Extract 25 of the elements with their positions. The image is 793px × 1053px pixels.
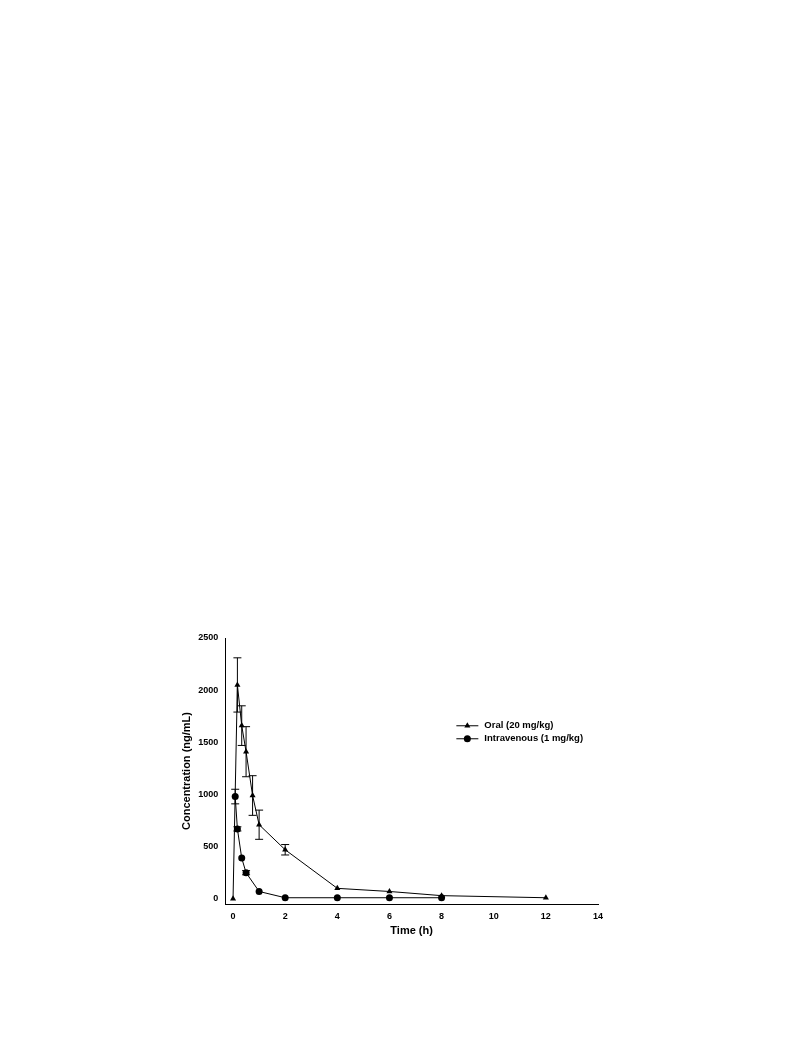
x-axis-title: Time (h) — [390, 924, 434, 937]
legend-label: Intravenous (1 mg/kg) — [484, 732, 584, 744]
legend-label: Oral (20 mg/kg) — [484, 719, 554, 731]
x-tick-label: 6 — [386, 910, 392, 921]
y-tick-label: 1000 — [198, 788, 219, 799]
point — [334, 884, 341, 891]
y-axis-title: Concentration (ng/mL) — [179, 711, 192, 830]
y-tick-label: 2000 — [198, 684, 219, 695]
point — [230, 895, 237, 901]
x-tick-label: 4 — [334, 910, 340, 921]
point — [238, 854, 246, 862]
x-tick-label: 14 — [592, 910, 604, 921]
y-tick-label: 2500 — [198, 632, 219, 643]
y-tick-label: 0 — [213, 893, 219, 904]
x-tick-label: 10 — [488, 910, 499, 921]
x-tick-label: 0 — [230, 910, 236, 921]
point — [281, 894, 289, 902]
point — [333, 894, 341, 902]
point — [385, 894, 393, 902]
x-tick-label: 12 — [540, 910, 551, 921]
y-tick-label: 1500 — [198, 736, 219, 747]
x-tick-label: 8 — [439, 910, 445, 921]
y-tick-label: 500 — [203, 841, 219, 852]
x-tick-label: 2 — [282, 910, 288, 921]
point — [255, 887, 263, 895]
